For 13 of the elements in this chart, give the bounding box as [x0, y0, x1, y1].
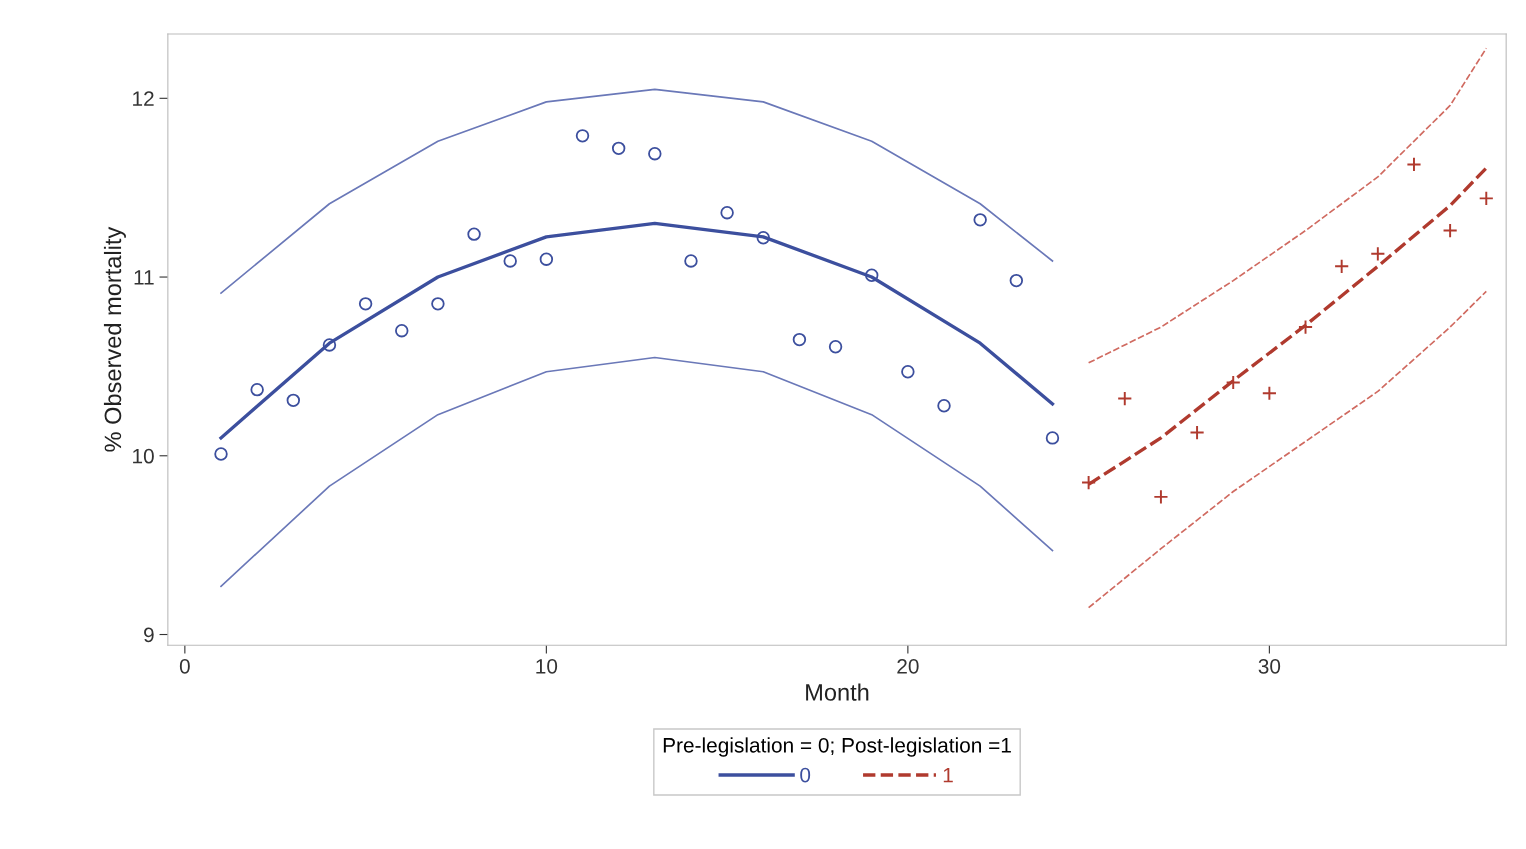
y-axis-title: % Observed mortality — [103, 226, 126, 452]
x-tick-label: 20 — [897, 658, 919, 674]
legend-title: Pre-legislation = 0; Post-legislation =1 — [663, 737, 1011, 757]
x-tick-label: 0 — [179, 658, 190, 674]
x-tick-label: 30 — [1258, 658, 1281, 674]
y-tick-label: 9 — [144, 627, 154, 643]
legend-label: 0 — [800, 767, 811, 783]
x-axis-title: Month — [806, 683, 869, 701]
legend-label: 1 — [943, 767, 953, 783]
x-tick-label: 10 — [536, 658, 558, 674]
y-tick-label: 10 — [133, 448, 154, 464]
y-tick-label: 12 — [133, 91, 154, 106]
y-tick-label: 11 — [134, 270, 154, 285]
